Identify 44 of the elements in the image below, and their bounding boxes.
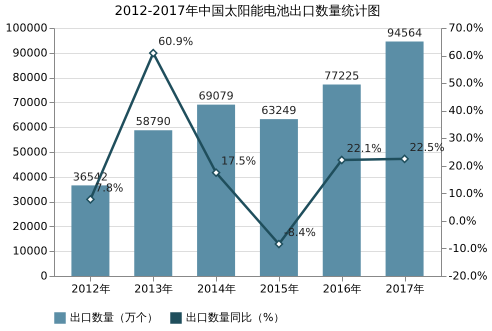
- data-label: 60.9%: [158, 35, 194, 48]
- y-tick-label: 70000: [12, 96, 48, 109]
- bar: [134, 130, 172, 276]
- x-tick-label: 2017年: [386, 282, 425, 296]
- point: [212, 168, 220, 177]
- y2-tick-label: -10.0%: [448, 242, 488, 255]
- y-tick-label: 10000: [12, 244, 48, 258]
- y2-tick-label: 60.0%: [448, 49, 484, 62]
- x-tick-label: 2016年: [322, 282, 362, 296]
- y2-tick-label: 40.0%: [448, 104, 484, 118]
- y2-tick-label: -20.0%: [448, 270, 488, 282]
- data-label: 94564: [387, 26, 422, 40]
- data-label: 58790: [136, 115, 171, 128]
- y-tick-label: 100000: [6, 22, 48, 34]
- chart-title: 2012-2017年中国太阳能电池出口数量统计图: [114, 4, 380, 19]
- y2-tick-label: 0.0%: [448, 214, 476, 228]
- x-tick-label: 2014年: [197, 282, 236, 296]
- data-label: 69079: [198, 90, 234, 103]
- x-tick-label: 2015年: [260, 282, 299, 296]
- y-tick-label: 0: [40, 270, 48, 282]
- y-tick-label: 60000: [12, 120, 48, 134]
- data-label: 77225: [324, 69, 360, 82]
- y-tick-label: 20000: [12, 220, 48, 233]
- y2-tick-label: 30.0%: [448, 132, 484, 145]
- legend-label: 出口数量同比（%）: [186, 311, 284, 324]
- y2-tick-label: 70.0%: [448, 22, 484, 34]
- data-label: 63249: [261, 104, 296, 118]
- point: [400, 154, 409, 164]
- y-tick-label: 90000: [12, 46, 48, 60]
- point: [337, 156, 346, 164]
- x-tick-label: 2013年: [134, 282, 174, 296]
- y2-tick-label: 20.0%: [448, 159, 484, 172]
- y-tick-label: 50000: [12, 146, 48, 158]
- y-tick-label: 40000: [12, 170, 48, 184]
- point: [148, 48, 158, 58]
- y2-tick-label: 50.0%: [448, 76, 484, 90]
- point: [86, 195, 95, 204]
- legend-label: 出口数量（万个）: [70, 311, 158, 324]
- x-tick-label: 2012年: [71, 282, 110, 296]
- y-tick-label: 30000: [12, 195, 48, 208]
- data-label: 7.8%: [95, 181, 124, 194]
- point: [274, 240, 284, 248]
- y-tick-label: 80000: [12, 71, 48, 84]
- y2-tick-label: 10.0%: [448, 186, 484, 200]
